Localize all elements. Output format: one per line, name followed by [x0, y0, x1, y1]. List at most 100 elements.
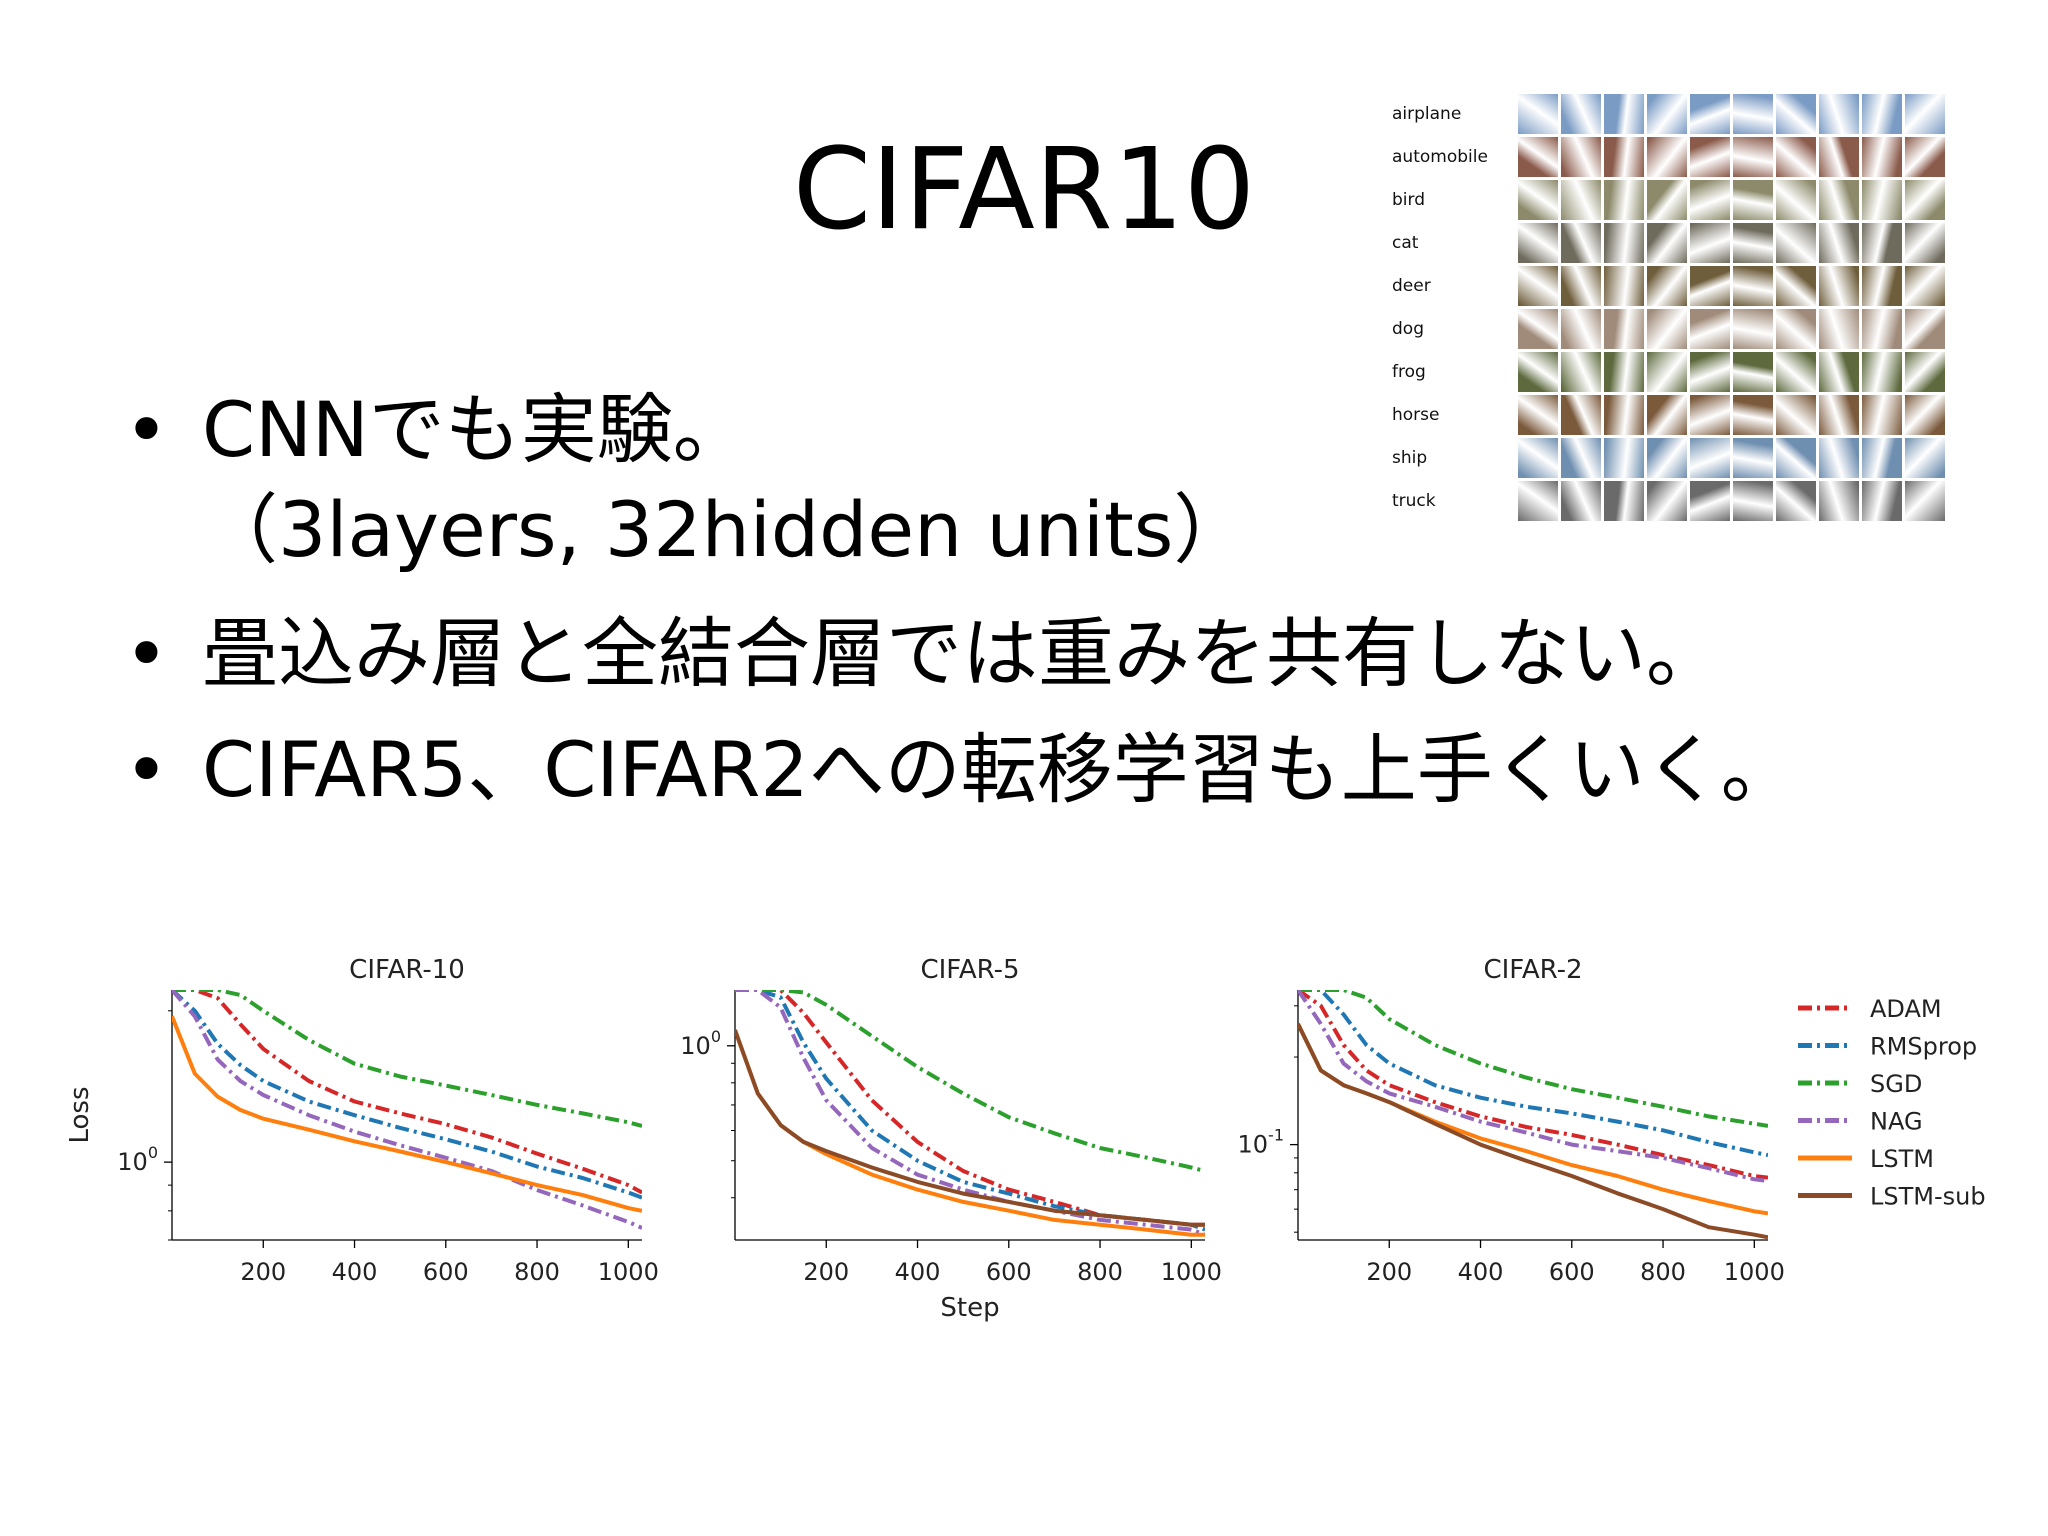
- thumbnail-frog: [1819, 352, 1859, 392]
- thumbnail-ship: [1819, 438, 1859, 478]
- thumbnail-dog: [1776, 309, 1816, 349]
- thumbnail-airplane: [1733, 94, 1773, 134]
- y-tick-base: 10: [680, 1032, 711, 1060]
- thumbnail-cat: [1518, 223, 1558, 263]
- thumbnail-cat: [1733, 223, 1773, 263]
- thumbnail-deer: [1518, 266, 1558, 306]
- thumbnail-bird: [1862, 180, 1902, 220]
- thumbnail-horse: [1905, 395, 1945, 435]
- series-line-nag: [172, 990, 642, 1230]
- thumbnail-horse: [1819, 395, 1859, 435]
- bullet-list: • CNNでも実験。 （3layers, 32hidden units） • 畳…: [120, 380, 1920, 820]
- series-line-lstm-sub: [1298, 1023, 1768, 1240]
- series-line-nag: [1298, 990, 1768, 1183]
- thumbnail-bird: [1776, 180, 1816, 220]
- x-tick-label: 400: [1458, 1258, 1504, 1286]
- thumbnail-airplane: [1647, 94, 1687, 134]
- x-axis-label: Step: [940, 1293, 999, 1323]
- thumbnail-ship: [1862, 438, 1902, 478]
- thumbnail-frog: [1647, 352, 1687, 392]
- thumbnail-cat: [1862, 223, 1902, 263]
- thumbnail-ship: [1604, 438, 1644, 478]
- thumbnail-bird: [1518, 180, 1558, 220]
- cifar10-sample-grid: airplane automobile bird cat deer dog frog hors…: [1380, 88, 1960, 528]
- x-tick-label: 800: [514, 1258, 560, 1286]
- thumbnail-cat: [1819, 223, 1859, 263]
- thumbnail-automobile: [1518, 137, 1558, 177]
- thumbnail-horse: [1776, 395, 1816, 435]
- thumbnail-airplane: [1819, 94, 1859, 134]
- legend-label: SGD: [1870, 1070, 1922, 1098]
- thumbnail-bird: [1690, 180, 1730, 220]
- thumbnail-horse: [1518, 395, 1558, 435]
- series-line-lstm-sub: [735, 1029, 1205, 1227]
- thumbnail-truck: [1776, 481, 1816, 521]
- class-label-frog: frog: [1392, 362, 1426, 382]
- series-line-nag: [735, 990, 1205, 1237]
- chart-title: CIFAR-2: [1483, 955, 1582, 985]
- bullet-dot: •: [124, 385, 169, 474]
- thumbnail-airplane: [1604, 94, 1644, 134]
- class-label-deer: deer: [1392, 276, 1431, 296]
- thumbnail-frog: [1561, 352, 1601, 392]
- thumbnail-airplane: [1776, 94, 1816, 134]
- thumbnail-truck: [1561, 481, 1601, 521]
- thumbnail-deer: [1776, 266, 1816, 306]
- thumbnail-frog: [1518, 352, 1558, 392]
- series-line-sgd: [735, 990, 1205, 1173]
- thumbnail-frog: [1862, 352, 1902, 392]
- thumbnail-dog: [1604, 309, 1644, 349]
- thumbnail-dog: [1905, 309, 1945, 349]
- y-tick-label: 100: [680, 1027, 721, 1060]
- y-axis-label: Loss: [65, 1086, 95, 1143]
- legend-label: ADAM: [1870, 995, 1942, 1023]
- thumbnail-cat: [1690, 223, 1730, 263]
- chart-panel: CIFAR-5 200 400 600 800 1000 100 Step: [680, 955, 1222, 1323]
- series-line-lstm: [1298, 1023, 1768, 1216]
- thumbnail-automobile: [1561, 137, 1601, 177]
- thumbnail-airplane: [1690, 94, 1730, 134]
- thumbnail-deer: [1604, 266, 1644, 306]
- y-tick-label: 10-1: [1238, 1126, 1285, 1159]
- thumbnail-truck: [1733, 481, 1773, 521]
- chart-panel: CIFAR-10 200 400 600 800 1000 100 Loss: [65, 955, 659, 1286]
- x-tick-label: 400: [332, 1258, 378, 1286]
- thumbnail-dog: [1819, 309, 1859, 349]
- series-line-adam: [172, 990, 642, 1195]
- thumbnail-bird: [1647, 180, 1687, 220]
- thumbnail-deer: [1647, 266, 1687, 306]
- thumbnail-deer: [1561, 266, 1601, 306]
- bullet-dot: •: [124, 725, 169, 814]
- x-tick-label: 1000: [1724, 1258, 1785, 1286]
- class-label-automobile: automobile: [1392, 147, 1488, 167]
- thumbnail-ship: [1690, 438, 1730, 478]
- thumbnail-deer: [1862, 266, 1902, 306]
- chart-panel: CIFAR-2 200 400 600 800 1000 10-1: [1238, 955, 1785, 1286]
- bullet-text: 畳込み層と全結合層では重みを共有しない。: [202, 609, 1722, 698]
- thumbnail-ship: [1776, 438, 1816, 478]
- thumbnail-automobile: [1776, 137, 1816, 177]
- bullet-subtext: （3layers, 32hidden units）: [202, 485, 1250, 574]
- thumbnail-bird: [1733, 180, 1773, 220]
- thumbnail-dog: [1862, 309, 1902, 349]
- series-line-rmsprop: [1298, 990, 1768, 1158]
- thumbnail-automobile: [1604, 137, 1644, 177]
- x-tick-label: 1000: [598, 1258, 659, 1286]
- x-tick-label: 200: [240, 1258, 286, 1286]
- thumbnail-bird: [1905, 180, 1945, 220]
- bullet-item: • CNNでも実験。 （3layers, 32hidden units）: [120, 380, 1920, 580]
- bullet-text: CNNでも実験。: [202, 385, 749, 474]
- y-tick-exponent: 0: [148, 1143, 158, 1162]
- x-tick-label: 600: [986, 1258, 1032, 1286]
- thumbnail-horse: [1733, 395, 1773, 435]
- thumbnail-dog: [1518, 309, 1558, 349]
- thumbnail-ship: [1905, 438, 1945, 478]
- thumbnail-cat: [1561, 223, 1601, 263]
- x-tick-label: 200: [803, 1258, 849, 1286]
- thumbnail-dog: [1561, 309, 1601, 349]
- thumbnail-bird: [1561, 180, 1601, 220]
- thumbnail-cat: [1604, 223, 1644, 263]
- bullet-text: CIFAR5、CIFAR2への転移学習も上手くいく。: [202, 725, 1797, 814]
- legend-label: NAG: [1870, 1108, 1923, 1136]
